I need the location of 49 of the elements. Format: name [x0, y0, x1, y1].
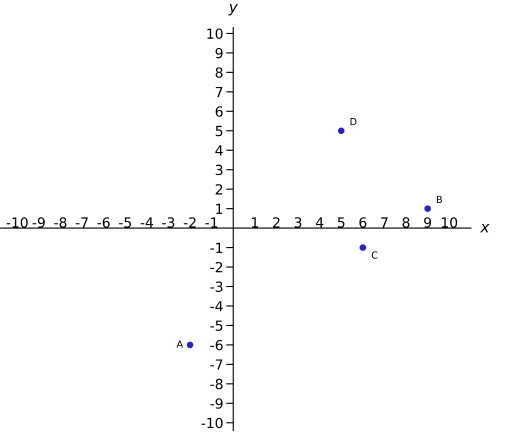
- x-tick-label: 10: [442, 217, 458, 228]
- y-tick-label: 1: [216, 204, 222, 214]
- y-tick-label: -1: [210, 242, 222, 253]
- x-tick-label: -4: [140, 217, 154, 228]
- y-tick-label: -9: [210, 398, 223, 409]
- x-tick-label: -5: [119, 217, 131, 228]
- x-tick-label: -9: [32, 217, 45, 228]
- y-tick-label: 2: [216, 184, 222, 194]
- y-axis-title: y: [228, 4, 238, 16]
- x-tick-label: 4: [316, 217, 324, 228]
- y-tick-label: -10: [202, 418, 223, 428]
- point: [186, 342, 194, 348]
- x-tick-label: -10: [6, 217, 28, 228]
- x-tick-label: 2: [273, 217, 280, 228]
- x-tick-label: -2: [184, 217, 196, 228]
- x-tick-label: 6: [359, 217, 366, 228]
- y-tick-label: 6: [216, 106, 223, 117]
- y-tick-label: 7: [216, 86, 222, 98]
- y-tick-label: -8: [210, 378, 223, 390]
- point: [360, 244, 366, 251]
- y-tick-label: 9: [216, 48, 223, 58]
- y-tick-label: 8: [216, 67, 223, 78]
- y-tick-label: -7: [210, 360, 222, 370]
- annotation: D: [350, 118, 356, 126]
- annotation: A: [176, 340, 184, 348]
- y-tick-label: -6: [210, 340, 223, 350]
- y-tick-label: -4: [210, 301, 223, 312]
- y-tick-label: -2: [210, 262, 222, 272]
- annotation: C: [372, 251, 378, 259]
- x-tick-label: -6: [97, 217, 110, 228]
- x-tick-label: 9: [424, 217, 432, 228]
- x-tick-label: -8: [54, 217, 66, 228]
- x-tick-label: 7: [381, 217, 388, 228]
- y-tick-label: 10: [207, 28, 223, 39]
- x-axis-title: x: [480, 224, 490, 232]
- y-tick-label: -5: [210, 320, 222, 331]
- y-tick-label: 4: [215, 145, 223, 156]
- y-tick-label: 3: [216, 164, 222, 176]
- x-tick-label: 5: [338, 217, 344, 228]
- point: [338, 127, 345, 134]
- annotation: B: [436, 196, 442, 203]
- x-tick-label: 1: [252, 217, 258, 228]
- y-tick-label: -3: [210, 281, 222, 292]
- point: [424, 205, 431, 212]
- x-tick-label: 8: [402, 217, 410, 228]
- y-tick-label: 5: [216, 126, 222, 136]
- x-tick-label: -3: [162, 217, 174, 228]
- x-tick-label: 3: [294, 217, 302, 228]
- x-tick-label: -7: [76, 217, 88, 228]
